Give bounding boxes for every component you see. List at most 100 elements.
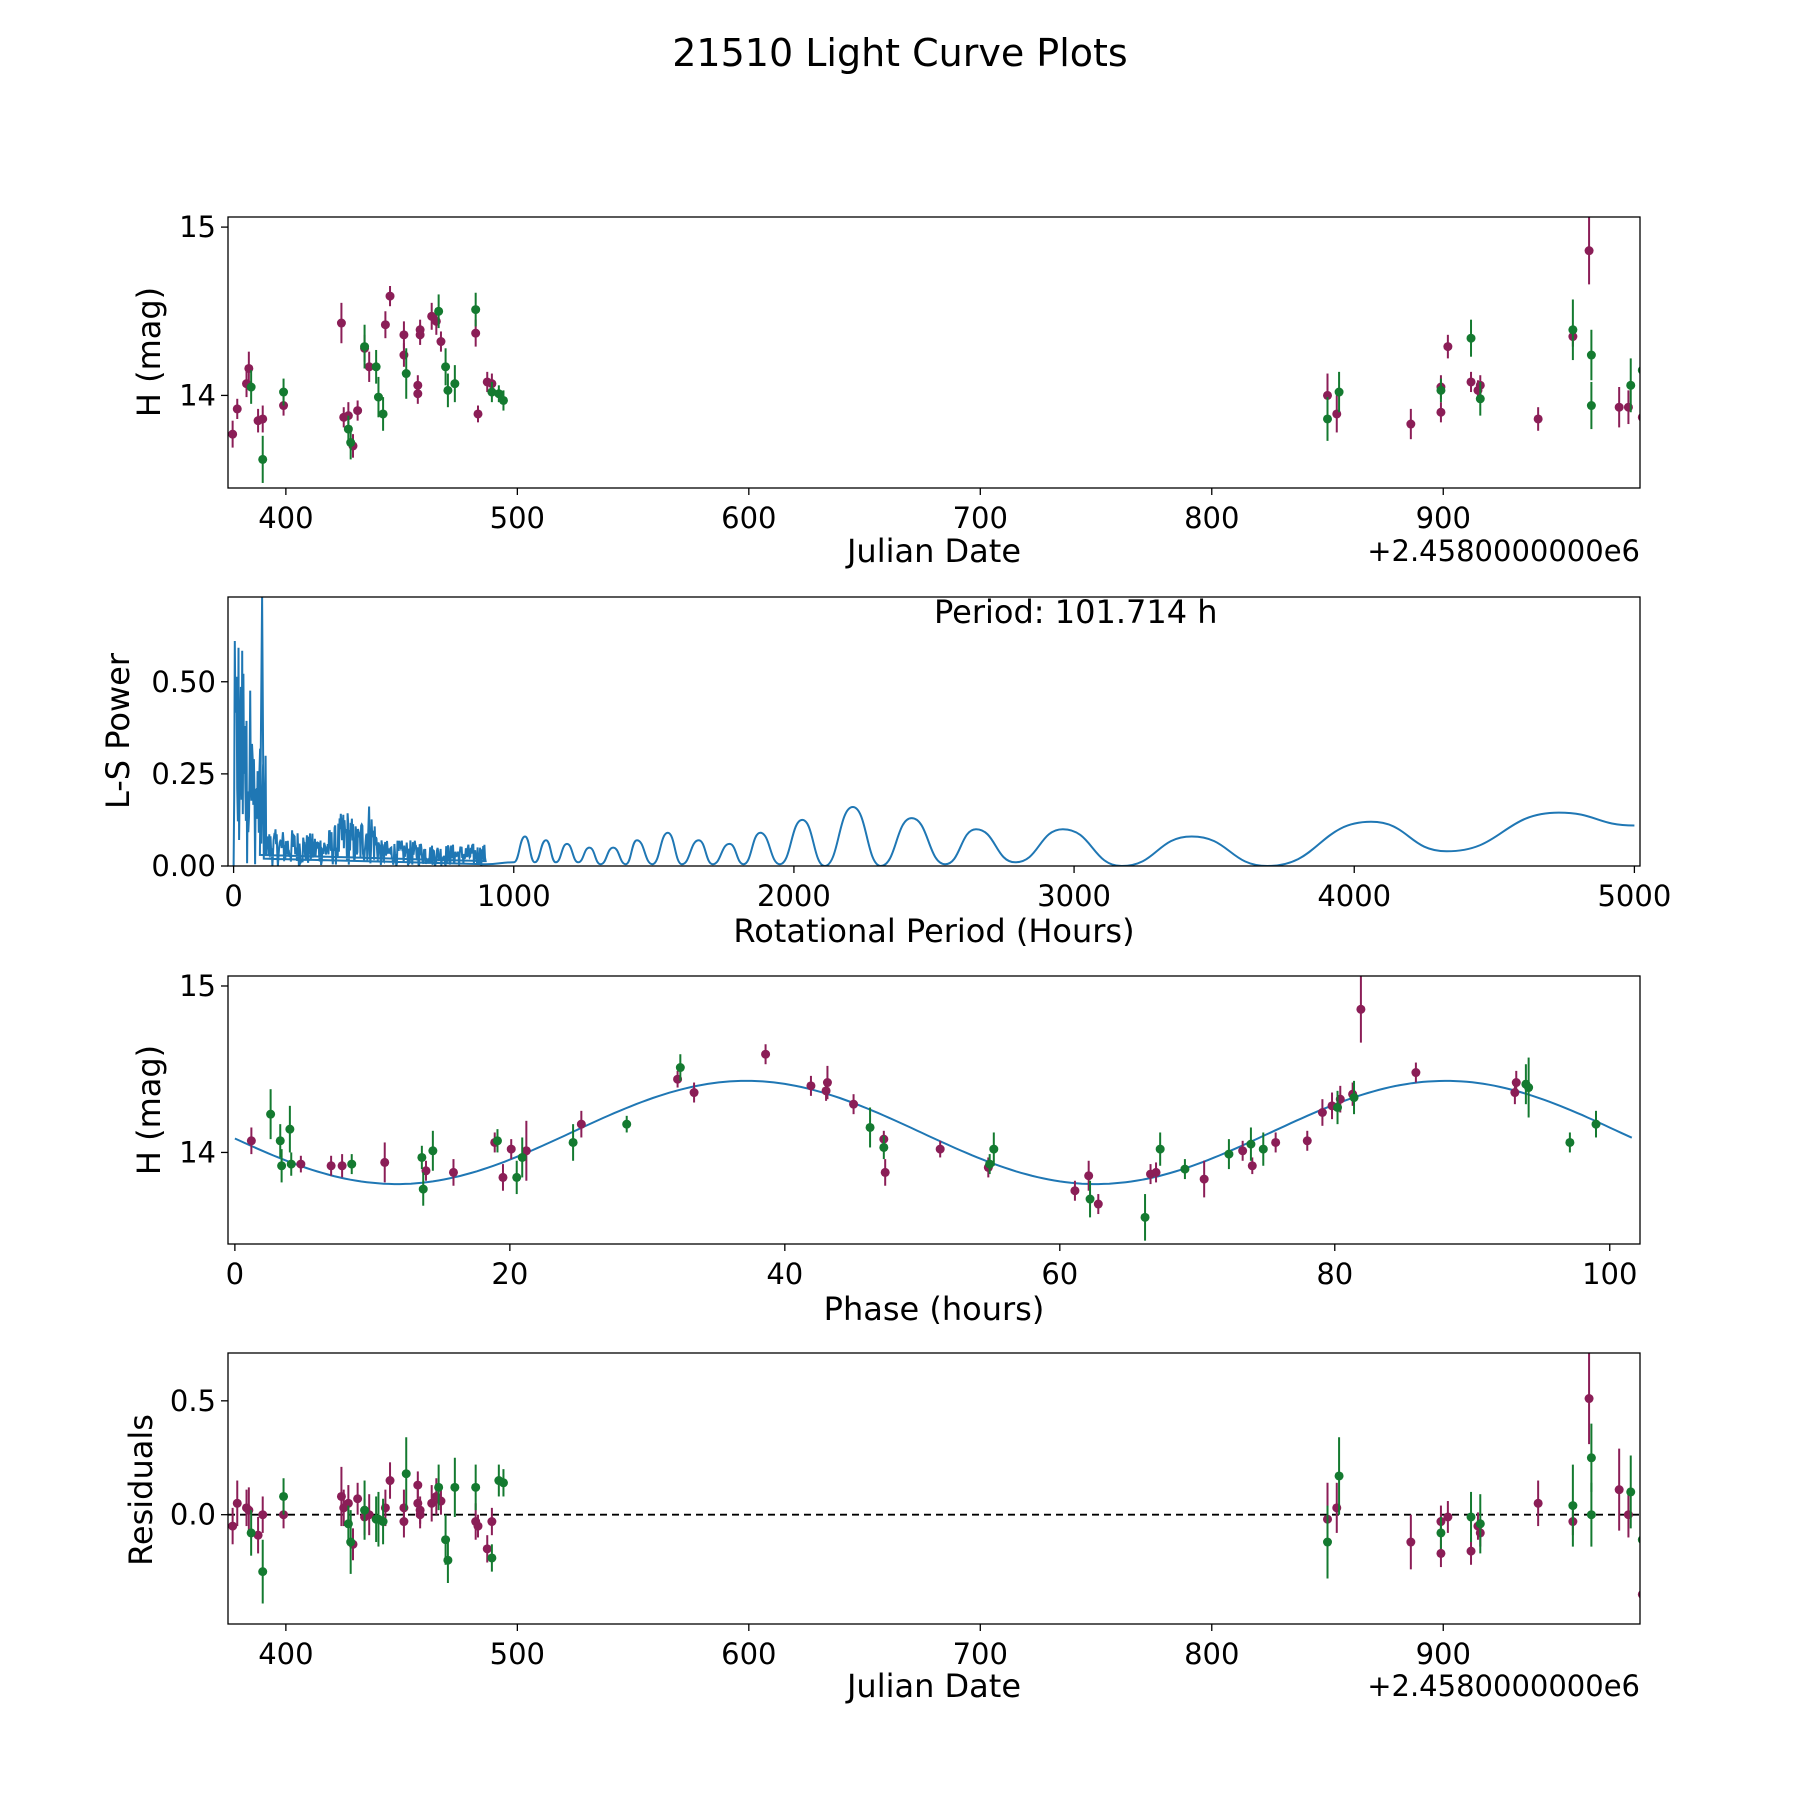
phased-data-point xyxy=(1224,1149,1234,1159)
residuals-data-point xyxy=(1614,1485,1624,1495)
phased-data-point xyxy=(806,1081,816,1091)
phased-data-point xyxy=(286,1159,296,1169)
phased-data-point xyxy=(879,1142,889,1152)
residuals-offset-text: +2.4580000000e6 xyxy=(1367,1669,1640,1703)
residuals-data-point xyxy=(482,1544,492,1554)
residuals-data-point xyxy=(1443,1512,1453,1522)
phased-data-point xyxy=(347,1159,357,1169)
lightcurve-x-label: Julian Date xyxy=(845,532,1021,570)
phased-data-point xyxy=(428,1146,438,1156)
phased-data-point xyxy=(568,1137,578,1147)
lightcurve-data-point xyxy=(487,387,497,397)
residuals-data-point xyxy=(1475,1519,1485,1529)
phased-data-point xyxy=(1246,1139,1256,1149)
residuals-data-point xyxy=(498,1478,508,1488)
phased-data-point xyxy=(492,1136,502,1146)
phased-data-point xyxy=(675,1063,685,1073)
lightcurve-data-point xyxy=(360,342,370,352)
lightcurve-y-label: H (mag) xyxy=(130,287,168,417)
phased-x-tick-label: 20 xyxy=(491,1257,528,1291)
residuals-data-point xyxy=(450,1482,460,1492)
phased-data-point xyxy=(1591,1119,1601,1129)
lightcurve-data-point xyxy=(441,362,451,372)
phased-data-point xyxy=(1356,1004,1366,1014)
phased-data-point xyxy=(246,1136,256,1146)
residuals-series-filter_b xyxy=(246,1423,1640,1604)
phased-fit-curve xyxy=(234,1079,1633,1186)
residuals-data-point xyxy=(487,1553,497,1563)
phased-data-point xyxy=(1511,1078,1521,1088)
phased-data-point xyxy=(761,1049,771,1059)
phased-data-point xyxy=(689,1088,699,1098)
phased-y-tick-label: 15 xyxy=(179,969,216,1003)
lightcurve-data-point xyxy=(1614,402,1624,412)
residuals-data-point xyxy=(434,1482,444,1492)
periodogram-line xyxy=(232,597,1635,866)
phased-data-point xyxy=(418,1184,428,1194)
periodogram-y-tick-label: 0.00 xyxy=(151,849,216,883)
lightcurve-data-point xyxy=(1637,366,1640,375)
residuals-data-point xyxy=(427,1498,437,1508)
phased-data-point xyxy=(1085,1194,1095,1204)
phased-data-point xyxy=(1258,1144,1268,1154)
residuals-data-point xyxy=(343,1498,353,1508)
periodogram-x-tick-label: 2000 xyxy=(757,879,831,913)
lightcurve-data-point xyxy=(353,406,363,416)
residuals-x-tick-label: 600 xyxy=(721,1637,776,1671)
figure-title: 21510 Light Curve Plots xyxy=(672,31,1127,75)
lightcurve-data-point xyxy=(258,454,268,464)
residuals-data-point xyxy=(401,1469,411,1479)
phased-data-point xyxy=(498,1172,508,1182)
phased-data-point xyxy=(275,1136,285,1146)
phased-data-point xyxy=(989,1144,999,1154)
periodogram-y-ticks: 0.00 0.25 0.50 xyxy=(151,665,228,883)
phased-data-point xyxy=(865,1122,875,1132)
residuals-data-point xyxy=(246,1528,256,1538)
residuals-x-tick-label: 400 xyxy=(258,1637,313,1671)
phased-data-point xyxy=(1180,1164,1190,1174)
residuals-data-point xyxy=(399,1517,409,1527)
residuals-data-point xyxy=(1466,1546,1476,1556)
residuals-data-point xyxy=(1466,1512,1476,1522)
phased-data-point xyxy=(521,1146,531,1156)
lightcurve-data-point xyxy=(385,291,395,301)
residuals-data-point xyxy=(346,1537,356,1547)
lightcurve-data-point xyxy=(1533,414,1543,424)
phased-data-point xyxy=(506,1144,516,1154)
residuals-x-ticks: 400 500 600 700 800 900 xyxy=(258,1624,1471,1671)
periodogram-x-tick-label: 0 xyxy=(224,879,242,913)
lightcurve-data-point xyxy=(436,337,446,347)
lightcurve-data-point xyxy=(401,369,411,379)
residuals-data-point xyxy=(1626,1487,1636,1497)
residuals-data-point xyxy=(385,1476,395,1486)
phased-data-point xyxy=(1199,1174,1209,1184)
period-annotation: Period: 101.714 h xyxy=(934,593,1218,631)
residuals-data-point xyxy=(378,1517,388,1527)
residuals-data-point xyxy=(1637,1590,1640,1599)
phased-data-point xyxy=(622,1119,632,1129)
phased-data-point xyxy=(935,1144,945,1154)
phased-x-tick-label: 60 xyxy=(1041,1257,1078,1291)
lightcurve-data-point xyxy=(471,328,481,338)
phased-data-point xyxy=(1238,1146,1248,1156)
residuals-x-tick-label: 700 xyxy=(953,1637,1008,1671)
residuals-data-point xyxy=(279,1491,289,1501)
phased-data-point xyxy=(1510,1088,1520,1098)
lightcurve-data-point xyxy=(371,362,381,372)
phased-data-point xyxy=(1070,1186,1080,1196)
phased-data-point xyxy=(576,1119,586,1129)
residuals-data-point xyxy=(1586,1510,1596,1520)
lightcurve-data-point xyxy=(1436,385,1446,395)
periodogram-panel: 0 1000 2000 3000 4000 5000 0.00 0.25 0.50 Perio… xyxy=(99,593,1671,950)
phased-series-filter_b xyxy=(266,1054,1601,1241)
phased-data-point xyxy=(849,1099,859,1109)
lightcurve-data-point xyxy=(1406,419,1416,429)
phased-x-tick-label: 40 xyxy=(766,1257,803,1291)
periodogram-x-label: Rotational Period (Hours) xyxy=(733,912,1134,950)
phased-plot-area xyxy=(234,976,1633,1241)
residuals-data-point xyxy=(353,1494,363,1504)
residuals-data-point xyxy=(1323,1537,1333,1547)
lightcurve-data-point xyxy=(1568,325,1578,335)
phased-x-label: Phase (hours) xyxy=(824,1290,1045,1328)
residuals-data-point xyxy=(1584,1394,1594,1404)
